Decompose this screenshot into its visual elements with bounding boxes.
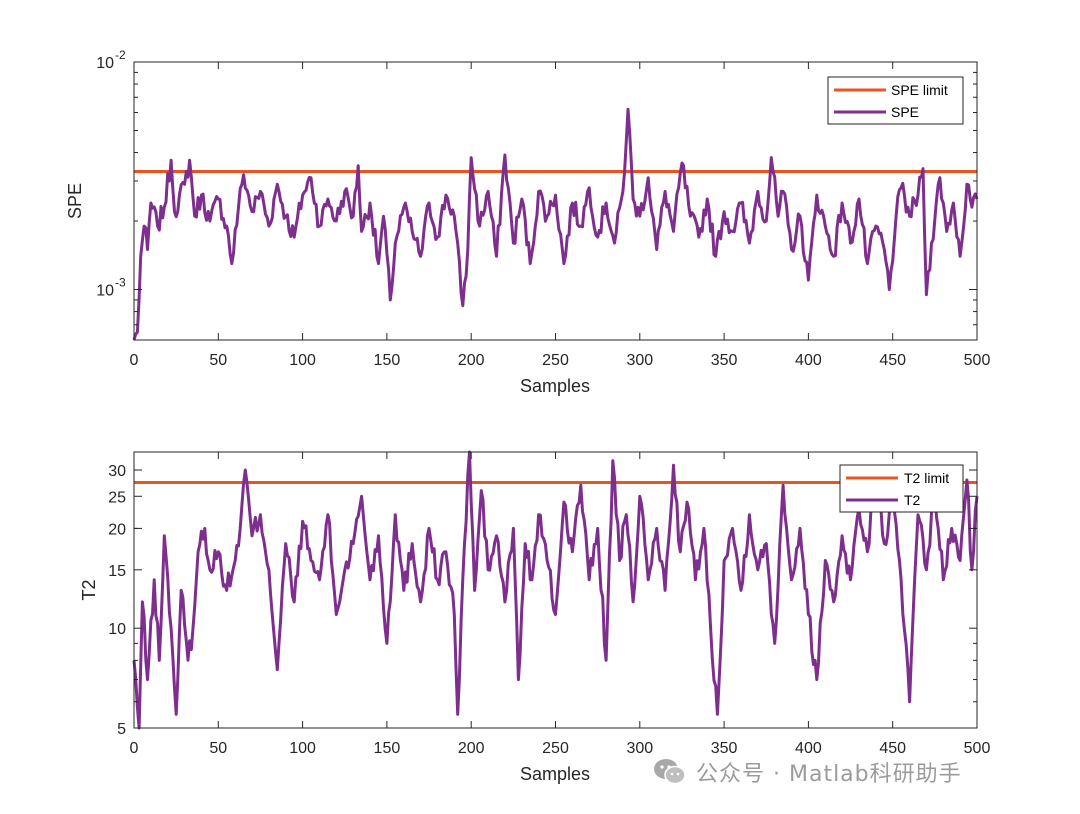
x-tick-label: 400 [795, 352, 822, 369]
x-tick-label: 250 [542, 352, 569, 369]
spe-subplot: 0 50 100 150 200 250 300 350 400 450 500 10-310-2 … [65, 48, 990, 396]
x-tick-label: 450 [879, 740, 906, 757]
y-tick-label: 25 [108, 489, 126, 506]
y-tick-label: 5 [117, 721, 126, 738]
t2-subplot: 0 50 100 150 200 250 300 350 400 450 500 5 10 15 20 25… [79, 450, 991, 784]
x-tick-label: 300 [626, 740, 653, 757]
x-tick-label: 50 [209, 352, 227, 369]
y-tick-label: 10 [96, 283, 114, 300]
x-tick-label: 450 [879, 352, 906, 369]
x-tick-label: 200 [458, 740, 485, 757]
x-tick-label: 500 [964, 352, 991, 369]
y-tick-exponent: -2 [115, 48, 126, 62]
spe-legend-box [827, 76, 964, 125]
y-tick-label: 10 [96, 55, 114, 72]
x-tick-label: 0 [130, 740, 139, 757]
t2-series-line [132, 450, 979, 730]
t2-legend: T2 limit T2 [839, 464, 964, 513]
spe-x-axis-label: Samples [520, 376, 590, 396]
x-tick-label: 350 [711, 352, 738, 369]
spe-y-axis-label: SPE [65, 183, 85, 219]
t2-y-ticks: 5 10 15 20 25 30 [108, 463, 977, 738]
x-tick-label: 300 [626, 352, 653, 369]
t2-legend-box [839, 464, 964, 513]
x-tick-label: 250 [542, 740, 569, 757]
x-tick-label: 400 [795, 740, 822, 757]
x-tick-label: 500 [964, 740, 991, 757]
t2-y-axis-label: T2 [79, 579, 99, 600]
spe-x-ticks: 0 50 100 150 200 250 300 350 400 450 500 [130, 62, 991, 369]
y-tick-label: 20 [108, 521, 126, 538]
x-tick-label: 100 [289, 352, 316, 369]
y-tick-label: 15 [108, 563, 126, 580]
watermark-text: 公众号 · Matlab科研助手 [696, 762, 962, 787]
x-tick-label: 150 [374, 352, 401, 369]
x-tick-label: 150 [374, 740, 401, 757]
t2-x-ticks: 0 50 100 150 200 250 300 350 400 450 500 [130, 452, 991, 757]
t2-x-axis-label: Samples [520, 764, 590, 784]
watermark: 公众号 · Matlab科研助手 [652, 752, 962, 792]
t2-legend-series-label: T2 [904, 492, 921, 508]
y-tick-label: 10 [108, 621, 126, 638]
x-tick-label: 350 [711, 740, 738, 757]
x-tick-label: 50 [209, 740, 227, 757]
y-tick-label: 30 [108, 463, 126, 480]
t2-legend-limit-label: T2 limit [904, 470, 949, 486]
y-tick-exponent: -3 [115, 276, 126, 290]
x-tick-label: 100 [289, 740, 316, 757]
spe-legend-limit-label: SPE limit [891, 82, 948, 98]
x-tick-label: 200 [458, 352, 485, 369]
spe-y-ticks: 10-310-2 [96, 48, 977, 341]
spe-legend: SPE limit SPE [827, 76, 964, 125]
spe-legend-series-label: SPE [891, 104, 919, 120]
spe-series-line [132, 107, 979, 341]
x-tick-label: 0 [130, 352, 139, 369]
wechat-icon [654, 759, 686, 785]
